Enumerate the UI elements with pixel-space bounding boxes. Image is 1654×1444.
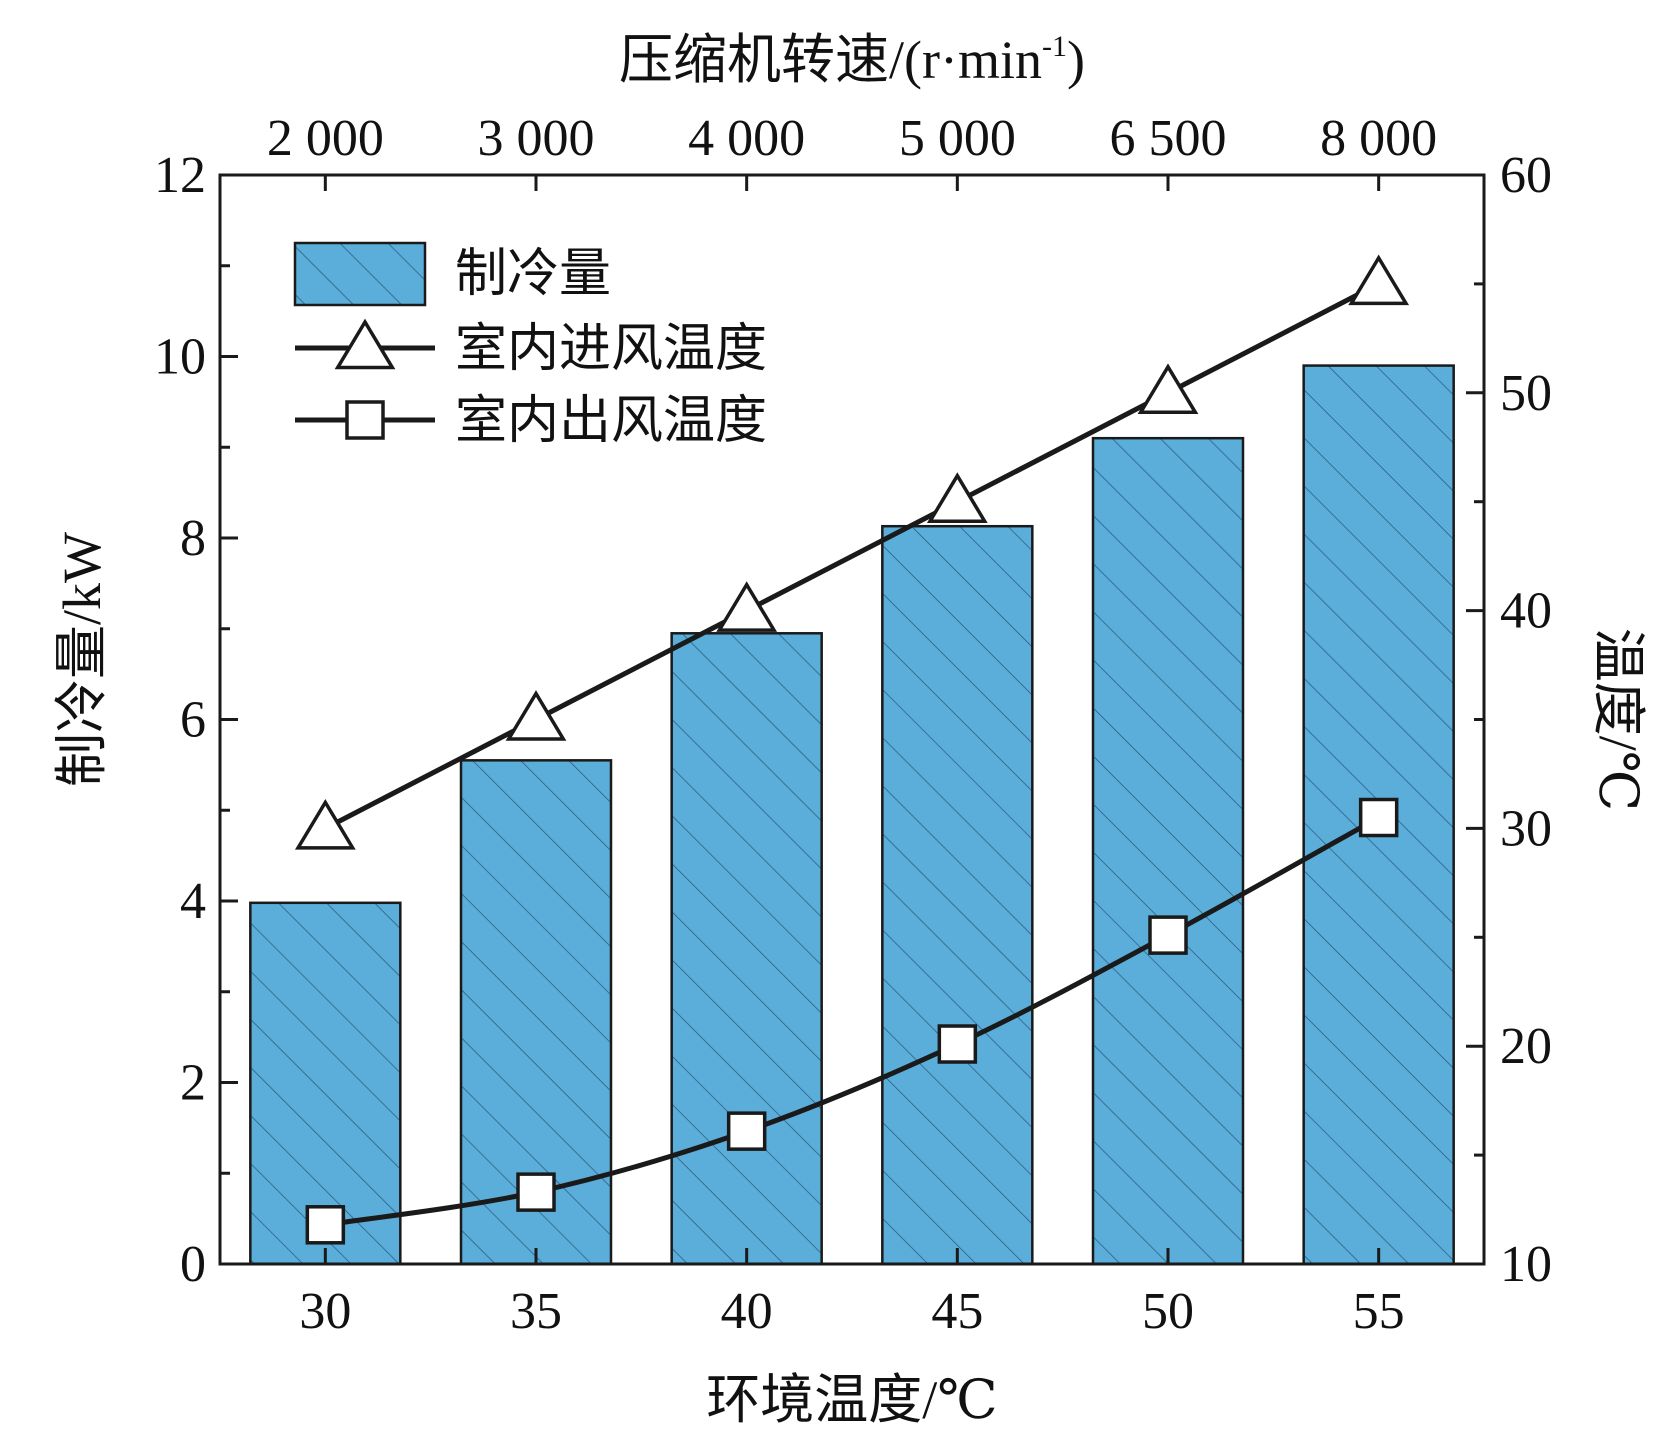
right-tick-label-60: 60 [1500,147,1552,204]
right-tick-label-40: 40 [1500,583,1552,640]
legend-marker-outlet [345,400,385,440]
bottom-tick-label-55: 55 [1353,1283,1405,1340]
right-tick-label-20: 20 [1500,1018,1552,1075]
marker-inlet-35 [505,690,567,741]
top-tick-label-3: 5 000 [899,110,1016,167]
legend-label-inlet: 室内进风温度 [455,321,767,378]
bottom-tick-label-30: 30 [299,1283,351,1340]
marker-outlet-50 [1148,915,1188,955]
marker-outlet-30 [305,1205,346,1245]
left-tick-label-2: 2 [180,1055,206,1112]
marker-inlet-30 [294,798,356,850]
legend-swatch-bar [293,241,427,307]
legend-label-cooling: 制冷量 [455,246,611,303]
line-inlet-temp [324,281,1380,831]
left-tick-label-8: 8 [180,510,206,567]
bottom-tick-label-45: 45 [931,1283,983,1340]
x-axis-title-bottom: 环境温度/℃ [706,1370,997,1430]
marker-outlet-40 [726,1111,767,1151]
top-tick-label-1: 3 000 [478,110,595,167]
plot-frame [218,173,1486,1266]
bar-cooling-30 [249,901,402,1266]
left-tick-label-0: 0 [180,1236,206,1293]
right-tick-label-50: 50 [1500,365,1552,422]
y-axis-title-right: 温度/℃ [1588,628,1648,811]
left-tick-label-10: 10 [154,329,206,386]
marker-inlet-50 [1137,363,1199,415]
legend-label-outlet: 室内出风温度 [455,393,767,450]
top-tick-label-0: 2 000 [267,110,384,167]
marker-outlet-55 [1358,797,1399,838]
left-tick-label-4: 4 [180,873,206,930]
top-tick-label-5: 8 000 [1320,110,1437,167]
left-tick-label-12: 12 [154,147,206,204]
marker-outlet-45 [937,1024,978,1064]
bottom-tick-label-50: 50 [1142,1283,1194,1340]
bar-cooling-40 [670,632,823,1266]
right-tick-label-10: 10 [1500,1236,1552,1293]
legend-marker-inlet [334,318,396,370]
top-tick-label-2: 4 000 [688,110,805,167]
marker-outlet-35 [516,1172,556,1212]
bar-cooling-45 [881,524,1034,1266]
bottom-tick-label-35: 35 [510,1283,562,1340]
y-axis-title-left: 制冷量/kW [52,532,112,787]
left-tick-label-6: 6 [180,692,206,749]
marker-inlet-40 [716,581,778,632]
bottom-tick-label-40: 40 [721,1283,773,1340]
right-tick-label-30: 30 [1500,800,1552,857]
top-tick-label-4: 6 500 [1110,110,1227,167]
bar-cooling-50 [1091,436,1245,1266]
x-axis-title-top: 压缩机转速/(r·min-1) [619,30,1085,90]
marker-inlet-45 [926,472,988,523]
marker-inlet-55 [1348,254,1410,306]
